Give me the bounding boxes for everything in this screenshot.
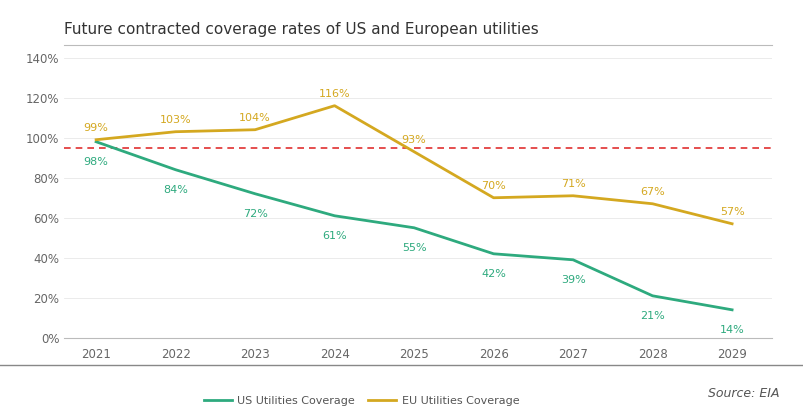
Text: 72%: 72% xyxy=(243,209,267,219)
Text: 67%: 67% xyxy=(639,187,664,197)
Text: 55%: 55% xyxy=(402,243,426,253)
Text: 84%: 84% xyxy=(163,185,188,195)
Text: 93%: 93% xyxy=(402,135,426,145)
Text: 61%: 61% xyxy=(322,231,346,241)
Text: Future contracted coverage rates of US and European utilities: Future contracted coverage rates of US a… xyxy=(64,22,538,37)
Text: 71%: 71% xyxy=(560,179,585,189)
Text: 39%: 39% xyxy=(560,275,585,285)
Text: 103%: 103% xyxy=(160,115,191,125)
Text: 116%: 116% xyxy=(319,89,350,99)
Text: Source: EIA: Source: EIA xyxy=(707,386,779,400)
Text: 42%: 42% xyxy=(480,269,505,279)
Text: 99%: 99% xyxy=(84,123,108,133)
Text: 57%: 57% xyxy=(719,207,744,217)
Text: 104%: 104% xyxy=(239,113,271,123)
Text: 70%: 70% xyxy=(481,181,505,191)
Text: 21%: 21% xyxy=(639,311,664,321)
Text: 98%: 98% xyxy=(84,157,108,167)
Text: 14%: 14% xyxy=(719,325,744,335)
Legend: US Utilities Coverage, EU Utilities Coverage: US Utilities Coverage, EU Utilities Cove… xyxy=(199,392,523,411)
